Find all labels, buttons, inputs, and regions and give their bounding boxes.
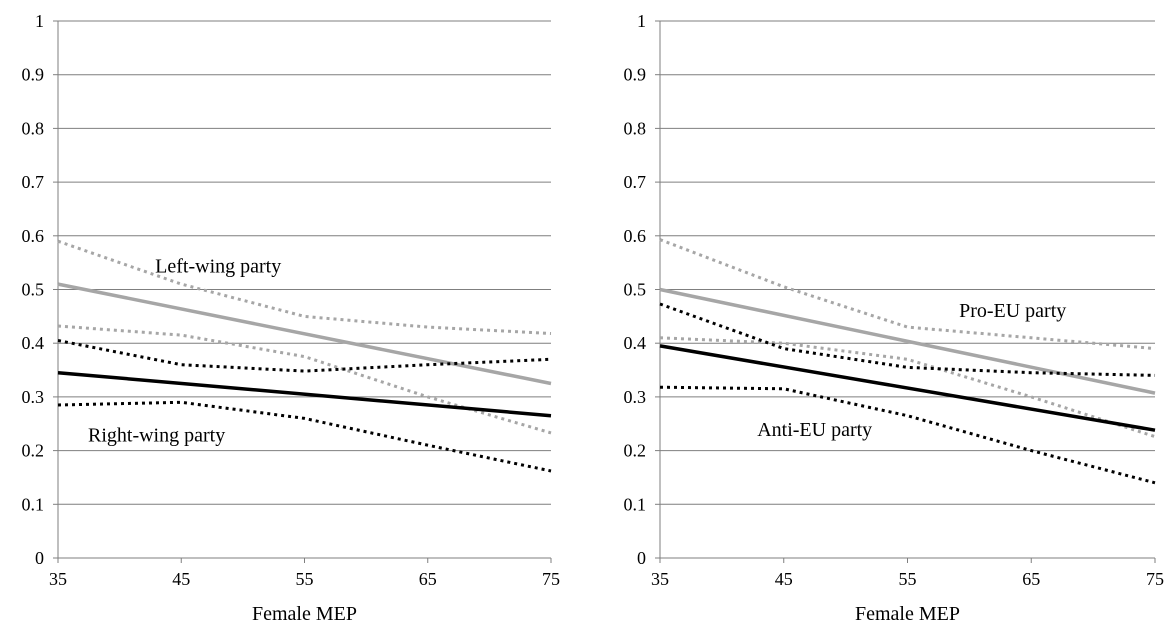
series-annotation-label: Left-wing party	[155, 255, 281, 277]
x-tick-label: 75	[542, 569, 560, 589]
x-tick-label: 35	[49, 569, 67, 589]
black-solid-series-line	[57, 370, 552, 418]
y-tick-label: 0.5	[22, 280, 45, 300]
x-tick-label: 45	[775, 569, 793, 589]
x-tick-label: 65	[1022, 569, 1040, 589]
x-tick-label: 55	[899, 569, 917, 589]
y-tick-label: 0.9	[624, 65, 647, 85]
left-panel-chart: 0 0.1 0.2 0.3 0.4 0.5 0.6 0.7 0.8 0.9 1 35 45 55 65 75 F…	[22, 11, 561, 625]
x-tick-label: 35	[651, 569, 669, 589]
gray-dotted-series-line	[659, 238, 1156, 351]
gray-dotted-series-line	[57, 239, 552, 335]
gray-solid-series-line	[659, 287, 1156, 395]
y-tick-label: 0.2	[22, 441, 45, 461]
y-tick-label: 0.3	[22, 387, 45, 407]
x-axis-title: Female MEP	[855, 603, 960, 625]
y-tick-label: 0.9	[22, 65, 45, 85]
x-tick-label: 45	[172, 569, 190, 589]
black-dotted-series-line	[57, 400, 552, 473]
y-tick-label: 0.4	[22, 333, 45, 353]
black-dotted-series-line	[57, 339, 552, 373]
y-tick-label: 0	[637, 548, 646, 568]
y-tick-label: 0.1	[22, 494, 45, 514]
y-tick-label: 0.5	[624, 280, 647, 300]
y-tick-label: 0	[35, 548, 44, 568]
y-tick-label: 0.7	[22, 172, 45, 192]
y-tick-label: 0.8	[624, 118, 647, 138]
y-tick-label: 0.6	[22, 226, 45, 246]
gray-dotted-series-line	[659, 336, 1156, 439]
x-tick-label: 65	[419, 569, 437, 589]
y-tick-label: 1	[35, 11, 44, 31]
x-axis-title: Female MEP	[252, 603, 357, 625]
x-tick-label: 75	[1146, 569, 1164, 589]
series-annotation-label: Right-wing party	[88, 424, 225, 446]
y-tick-label: 0.6	[624, 226, 647, 246]
y-tick-label: 0.8	[22, 118, 45, 138]
y-tick-label: 0.7	[624, 172, 647, 192]
black-dotted-series-line	[659, 302, 1156, 377]
series-annotation-label: Anti-EU party	[757, 419, 872, 441]
x-tick-label: 55	[296, 569, 314, 589]
y-tick-label: 1	[637, 11, 646, 31]
series-annotation-label: Pro-EU party	[959, 300, 1066, 322]
y-tick-label: 0.2	[624, 441, 647, 461]
y-tick-label: 0.3	[624, 387, 647, 407]
y-tick-label: 0.1	[624, 494, 647, 514]
black-dotted-series-line	[659, 385, 1156, 485]
gray-solid-series-line	[57, 282, 552, 386]
y-tick-label: 0.4	[624, 333, 647, 353]
right-panel-chart: 0 0.1 0.2 0.3 0.4 0.5 0.6 0.7 0.8 0.9 1 35 45 55 65 75 F…	[624, 11, 1165, 625]
black-solid-series-line	[659, 344, 1156, 432]
